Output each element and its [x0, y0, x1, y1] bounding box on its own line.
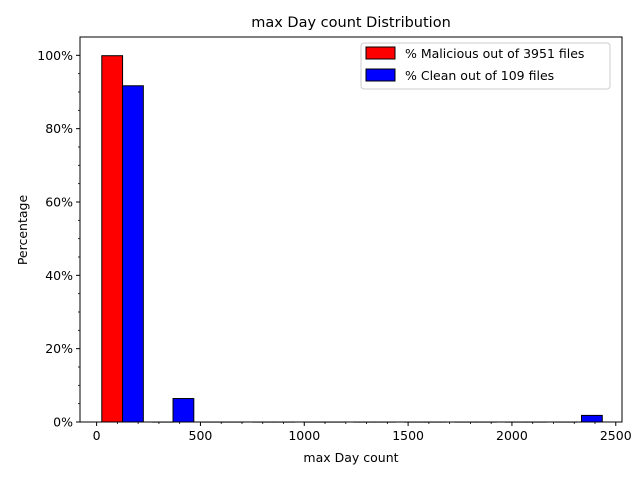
bar-clean-0 [122, 85, 144, 423]
chart-title: max Day count Distribution [251, 15, 451, 31]
x-tick-label: 1500 [392, 428, 424, 443]
plot-frame [79, 36, 623, 423]
x-tick-label: 2500 [600, 428, 632, 443]
x-tick-label: 1000 [288, 428, 320, 443]
bar-clean-9 [581, 414, 603, 423]
x-tick-label: 2000 [496, 428, 528, 443]
y-tick-label: 60% [45, 195, 73, 210]
x-tick-label: 500 [189, 428, 213, 443]
y-tick-label: 40% [45, 268, 73, 283]
y-tick-label: 80% [45, 121, 73, 136]
y-axis-label: Percentage [15, 195, 30, 266]
legend: % Malicious out of 3951 files % Clean ou… [360, 42, 611, 90]
legend-label-malicious: % Malicious out of 3951 files [405, 46, 584, 61]
x-tick-label: 0 [93, 428, 101, 443]
x-axis: 0 500 1000 1500 2000 2500 [93, 422, 632, 443]
y-axis: 0% 20% 40% 60% 80% 100% [37, 48, 80, 430]
bar-clean-1 [172, 398, 195, 423]
bar-malicious-0 [101, 55, 124, 423]
legend-swatch-malicious [365, 46, 396, 60]
y-tick-label: 100% [37, 48, 73, 63]
bars-group [101, 55, 603, 423]
x-axis-label: max Day count [303, 450, 398, 465]
legend-swatch-clean [365, 68, 396, 82]
legend-frame [360, 42, 611, 90]
y-tick-label: 20% [45, 341, 73, 356]
y-tick-label: 0% [53, 415, 73, 430]
legend-label-clean: % Clean out of 109 files [405, 68, 554, 83]
